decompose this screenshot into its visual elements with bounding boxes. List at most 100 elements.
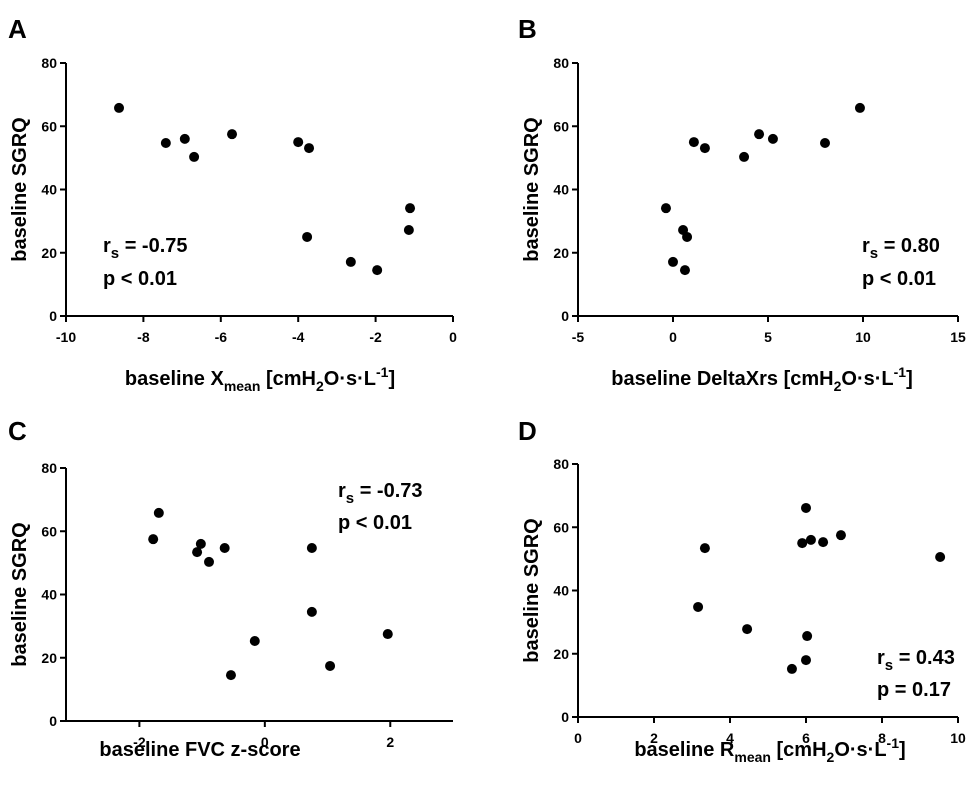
data-point: [693, 601, 704, 612]
data-point: [405, 203, 416, 214]
superscript: -1: [376, 364, 389, 380]
y-tick-label: 80: [553, 456, 569, 472]
data-point: [179, 133, 190, 144]
data-point: [739, 151, 750, 162]
x-tick-label: 5: [764, 329, 772, 345]
text-part: = 0.43: [893, 647, 955, 669]
subscript: s: [111, 245, 119, 262]
text-part: = -0.75: [119, 235, 187, 257]
x-tick-label: 8: [878, 730, 886, 746]
y-axis-label: baseline SGRQ: [521, 117, 543, 262]
text-part: = 0.80: [878, 235, 940, 257]
data-point: [678, 224, 689, 235]
panel-letter: C: [8, 416, 27, 446]
stat-annotation: rs = -0.75: [103, 235, 188, 262]
x-tick-label: 0: [261, 734, 269, 750]
x-tick-label: 2: [386, 734, 394, 750]
data-point: [742, 624, 753, 635]
text-part: baseline DeltaXrs [cmH: [611, 368, 833, 390]
data-point: [293, 137, 304, 148]
text-part: baseline X: [125, 368, 225, 390]
data-point: [935, 551, 946, 562]
x-tick-label: 10: [950, 730, 966, 746]
text-part: r: [103, 235, 111, 257]
y-tick-label: 40: [41, 587, 57, 603]
y-tick-label: 20: [553, 646, 569, 662]
subscript: 2: [834, 378, 842, 394]
data-point: [660, 203, 671, 214]
y-tick-label: 40: [553, 182, 569, 198]
data-point: [679, 265, 690, 276]
text-part: O·s·L: [324, 368, 376, 390]
superscript: -1: [887, 735, 900, 751]
data-point: [801, 655, 811, 666]
y-tick-label: 0: [561, 709, 569, 725]
p-annotation: p < 0.01: [103, 268, 177, 290]
x-tick-label: -10: [56, 329, 76, 345]
y-axis-label: baseline SGRQ: [9, 117, 31, 262]
data-point: [189, 151, 200, 162]
x-tick-label: 6: [802, 730, 810, 746]
data-point: [854, 102, 865, 113]
subscript: mean: [734, 749, 771, 765]
panel-letter: B: [518, 14, 537, 44]
x-tick-label: -5: [572, 329, 585, 345]
subscript: 2: [316, 378, 324, 394]
subscript: s: [870, 245, 878, 262]
subscript: s: [346, 490, 354, 507]
data-point: [805, 534, 816, 545]
data-point: [688, 137, 699, 148]
data-point: [801, 502, 811, 513]
x-tick-label: 0: [669, 329, 677, 345]
text-part: = -0.73: [354, 480, 422, 502]
text-part: ]: [899, 739, 906, 761]
y-tick-label: 80: [553, 55, 569, 71]
data-point: [802, 631, 813, 642]
superscript: -1: [894, 364, 907, 380]
data-point: [192, 547, 203, 558]
y-tick-label: 60: [553, 118, 569, 134]
data-point: [797, 538, 808, 549]
subscript: 2: [827, 749, 835, 765]
x-tick-label: 2: [650, 730, 658, 746]
text-part: [cmH: [260, 368, 316, 390]
x-tick-label: -8: [137, 329, 150, 345]
data-point: [114, 102, 125, 113]
y-tick-label: 60: [41, 118, 57, 134]
x-axis-label: baseline Xmean [cmH2O·s·L-1]: [125, 364, 395, 394]
x-tick-label: -6: [215, 329, 228, 345]
data-point: [699, 143, 710, 154]
data-point: [153, 507, 164, 518]
y-tick-label: 40: [41, 182, 57, 198]
text-part: ]: [906, 368, 913, 390]
x-tick-label: -2: [369, 329, 382, 345]
x-axis-label: baseline FVC z-score: [99, 739, 300, 761]
p-annotation: p = 0.17: [877, 679, 951, 701]
data-point: [302, 231, 313, 242]
text-part: baseline FVC z-score: [99, 739, 300, 761]
y-tick-label: 20: [41, 650, 57, 666]
data-point: [195, 538, 206, 549]
text-part: [cmH: [771, 739, 827, 761]
data-point: [160, 138, 171, 149]
subscript: s: [885, 657, 893, 674]
data-point: [786, 663, 797, 674]
x-tick-label: 15: [950, 329, 966, 345]
x-tick-label: 0: [574, 730, 582, 746]
x-tick-label: -2: [133, 734, 146, 750]
y-tick-label: 60: [41, 523, 57, 539]
y-tick-label: 0: [561, 308, 569, 324]
subscript: mean: [224, 378, 261, 394]
panel-letter: D: [518, 416, 537, 446]
y-tick-label: 60: [553, 519, 569, 535]
data-point: [304, 143, 315, 154]
data-point: [372, 265, 383, 276]
x-tick-label: -4: [292, 329, 305, 345]
data-point: [306, 606, 317, 617]
stat-annotation: rs = 0.43: [877, 647, 955, 674]
text-part: O·s·L: [834, 739, 886, 761]
y-axis-label: baseline SGRQ: [521, 518, 543, 663]
text-part: r: [862, 235, 870, 257]
data-point: [306, 543, 317, 554]
